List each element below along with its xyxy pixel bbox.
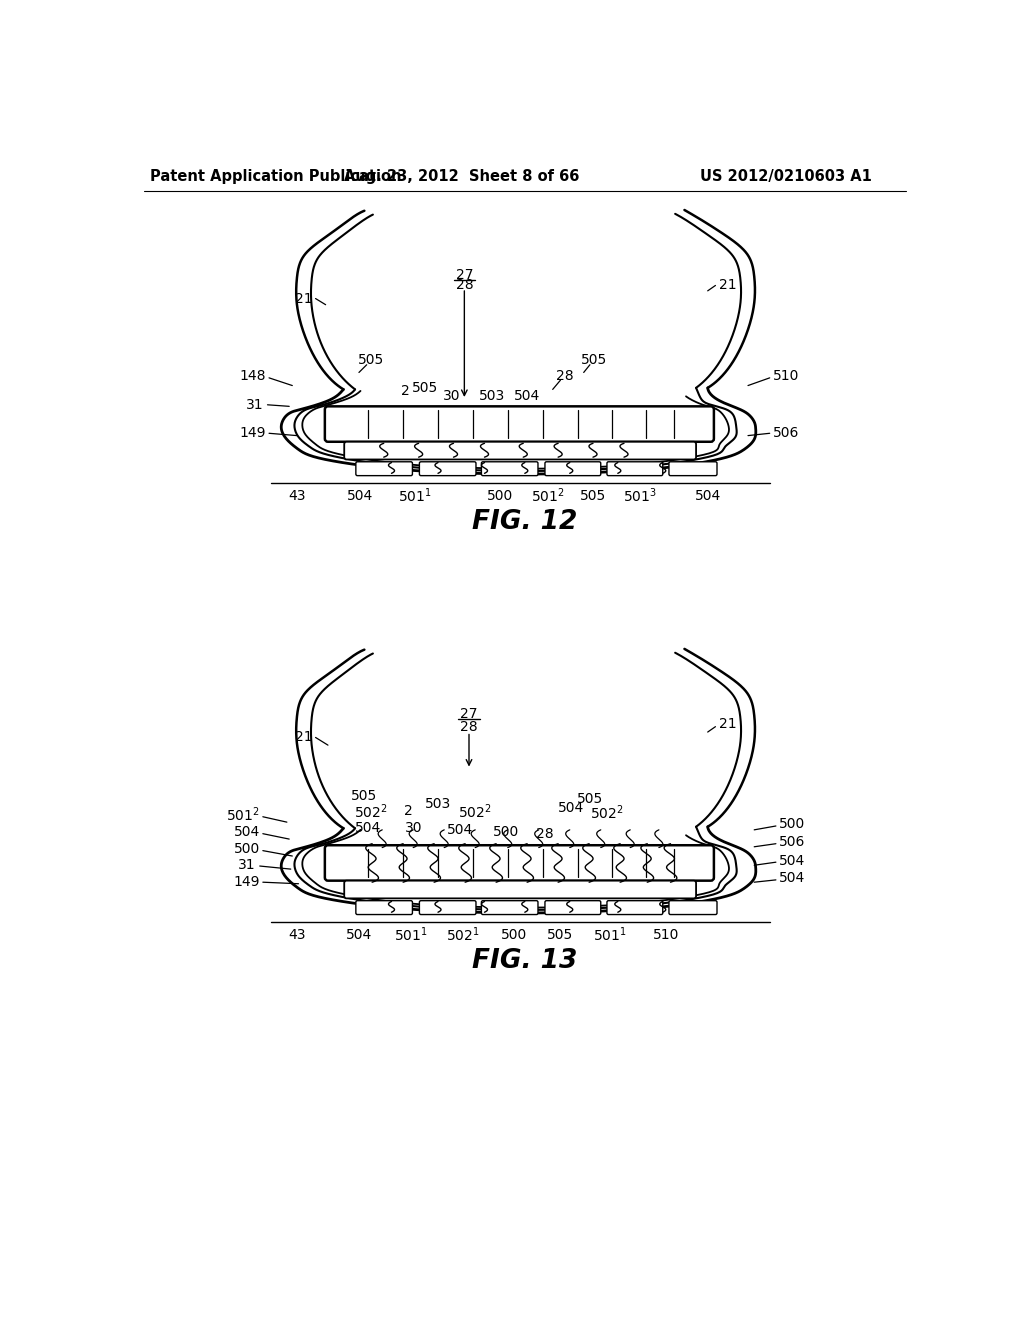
Text: 503: 503 [479, 388, 506, 403]
Text: 501$^1$: 501$^1$ [593, 925, 627, 944]
Text: 500: 500 [779, 817, 805, 832]
Text: 504: 504 [347, 488, 374, 503]
Text: FIG. 12: FIG. 12 [472, 508, 578, 535]
FancyBboxPatch shape [344, 880, 696, 899]
Text: 31: 31 [239, 858, 256, 873]
Text: 505: 505 [358, 354, 384, 367]
FancyBboxPatch shape [481, 462, 538, 475]
Text: 503: 503 [425, 797, 452, 810]
Text: 504: 504 [233, 825, 260, 840]
Text: 30: 30 [404, 821, 422, 836]
Text: 510: 510 [653, 928, 680, 941]
Text: 504: 504 [514, 388, 541, 403]
Text: 502$^2$: 502$^2$ [590, 804, 624, 822]
FancyBboxPatch shape [325, 845, 714, 880]
Text: FIG. 13: FIG. 13 [472, 948, 578, 974]
Text: 149: 149 [233, 875, 260, 890]
Text: 501$^1$: 501$^1$ [394, 925, 428, 944]
Text: 504: 504 [558, 801, 585, 816]
Text: 31: 31 [246, 397, 263, 412]
Text: 501$^3$: 501$^3$ [623, 486, 656, 506]
FancyBboxPatch shape [669, 462, 717, 475]
Text: 501$^2$: 501$^2$ [226, 805, 260, 824]
FancyBboxPatch shape [481, 900, 538, 915]
FancyBboxPatch shape [669, 900, 717, 915]
FancyBboxPatch shape [356, 462, 413, 475]
Text: 506: 506 [779, 836, 805, 849]
FancyBboxPatch shape [344, 442, 696, 459]
Text: 500: 500 [501, 928, 527, 941]
Text: 28: 28 [537, 828, 554, 841]
Text: 505: 505 [582, 354, 607, 367]
Text: 502$^2$: 502$^2$ [354, 803, 388, 821]
Text: 500: 500 [233, 842, 260, 857]
Text: 502$^2$: 502$^2$ [459, 803, 493, 821]
Text: 149: 149 [240, 426, 266, 441]
Text: 148: 148 [240, 368, 266, 383]
Text: US 2012/0210603 A1: US 2012/0210603 A1 [700, 169, 872, 185]
Text: 510: 510 [773, 368, 799, 383]
Text: 28: 28 [555, 368, 573, 383]
Text: 505: 505 [580, 488, 606, 503]
Text: 502$^1$: 502$^1$ [445, 925, 479, 944]
Text: Patent Application Publication: Patent Application Publication [150, 169, 401, 185]
Text: 501$^1$: 501$^1$ [397, 486, 432, 506]
Text: 43: 43 [288, 488, 306, 503]
Text: 27: 27 [460, 708, 478, 721]
FancyBboxPatch shape [420, 900, 476, 915]
Text: 500: 500 [494, 825, 519, 840]
Text: 28: 28 [460, 719, 478, 734]
FancyBboxPatch shape [545, 900, 601, 915]
Text: 30: 30 [443, 388, 461, 403]
Text: 505: 505 [577, 792, 603, 807]
FancyBboxPatch shape [607, 462, 663, 475]
FancyBboxPatch shape [356, 900, 413, 915]
Text: 504: 504 [694, 488, 721, 503]
Text: 501$^2$: 501$^2$ [531, 486, 565, 506]
Text: 504: 504 [346, 928, 372, 941]
FancyBboxPatch shape [325, 407, 714, 442]
Text: 504: 504 [779, 871, 805, 886]
Text: 505: 505 [351, 789, 378, 803]
Text: 21: 21 [719, 279, 736, 293]
Text: 500: 500 [486, 488, 513, 503]
Text: 504: 504 [779, 854, 805, 867]
Text: 21: 21 [719, 717, 736, 731]
Text: 21: 21 [295, 730, 312, 744]
Text: 505: 505 [547, 928, 573, 941]
Text: 43: 43 [288, 928, 306, 941]
FancyBboxPatch shape [545, 462, 601, 475]
Text: 2: 2 [404, 804, 413, 818]
Text: 27: 27 [456, 268, 473, 282]
Text: 21: 21 [295, 292, 312, 305]
FancyBboxPatch shape [607, 900, 663, 915]
Text: 504: 504 [355, 821, 381, 836]
Text: 506: 506 [773, 426, 799, 441]
FancyBboxPatch shape [420, 462, 476, 475]
Text: 2: 2 [401, 384, 410, 397]
Text: 504: 504 [446, 822, 473, 837]
Text: 28: 28 [456, 279, 473, 293]
Text: Aug. 23, 2012  Sheet 8 of 66: Aug. 23, 2012 Sheet 8 of 66 [344, 169, 579, 185]
Text: 505: 505 [412, 381, 438, 395]
